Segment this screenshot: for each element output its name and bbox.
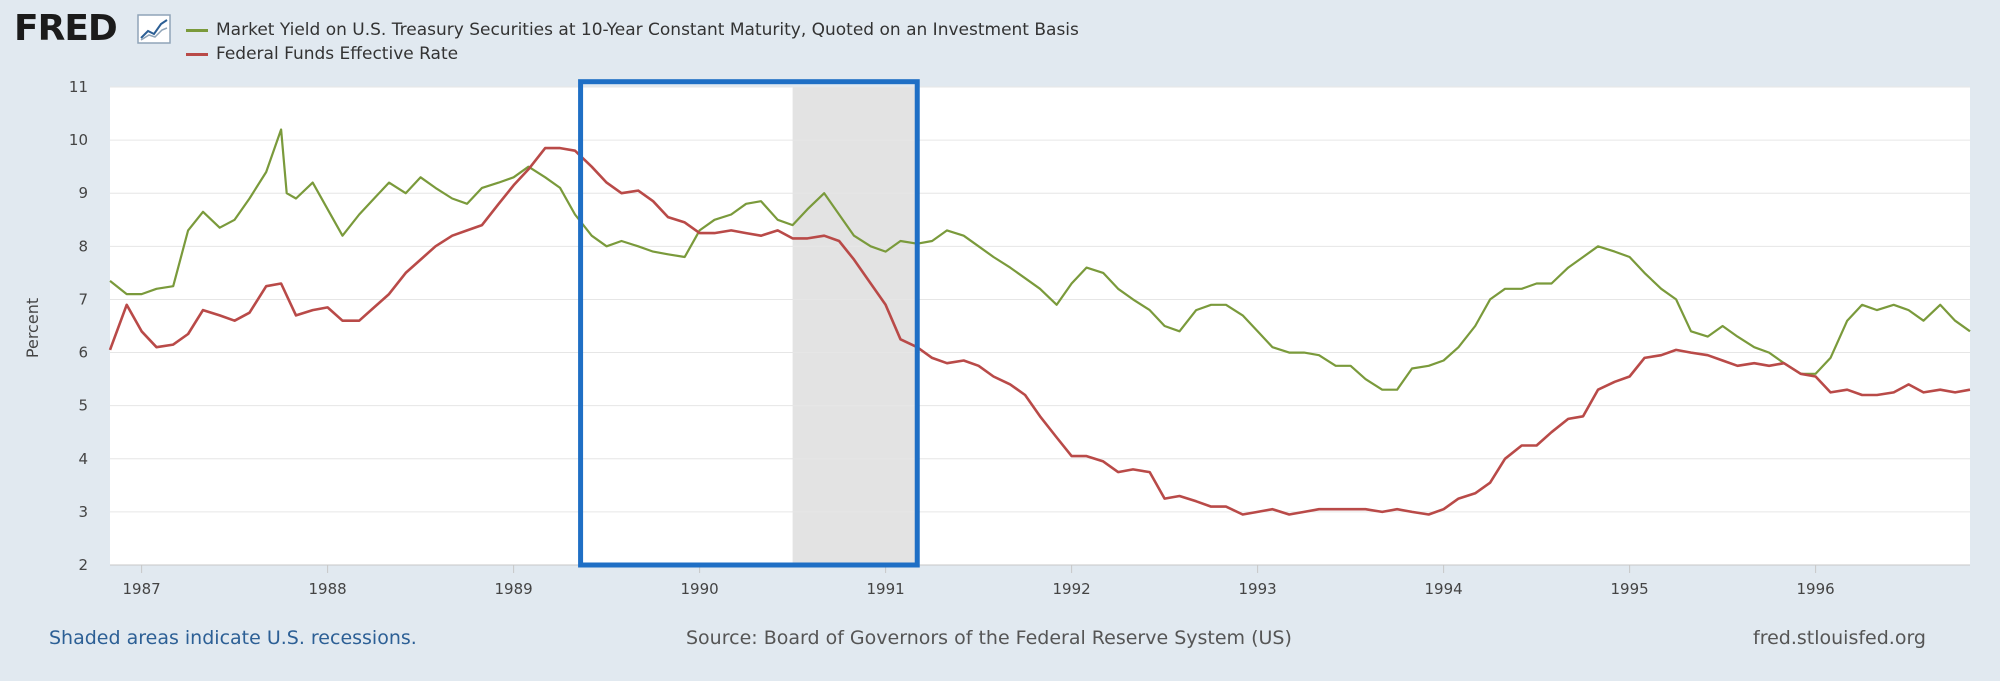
legend-item-fedfunds[interactable]: Federal Funds Effective Rate — [186, 42, 1079, 66]
fred-logo[interactable]: FRED — [14, 8, 118, 49]
x-tick-label: 1990 — [681, 580, 719, 598]
y-tick-label: 4 — [78, 450, 88, 468]
x-tick-label: 1987 — [123, 580, 161, 598]
y-axis-label: Percent — [23, 298, 42, 358]
legend-swatch-fedfunds — [186, 52, 208, 56]
y-tick-label: 11 — [69, 78, 88, 96]
y-tick-label: 6 — [78, 344, 88, 362]
y-tick-label: 10 — [69, 131, 88, 149]
legend-swatch-treasury — [186, 28, 208, 32]
line-chart-icon — [137, 14, 171, 44]
highlight-box — [578, 79, 920, 568]
y-tick-label: 9 — [78, 184, 88, 202]
series-line-fed-funds — [108, 146, 1971, 516]
source-text: Source: Board of Governors of the Federa… — [686, 627, 1292, 649]
x-tick-label: 1991 — [867, 580, 905, 598]
legend-item-treasury[interactable]: Market Yield on U.S. Treasury Securities… — [186, 18, 1079, 42]
legend-label-fedfunds: Federal Funds Effective Rate — [216, 44, 459, 64]
site-link[interactable]: fred.stlouisfed.org — [1753, 627, 1926, 649]
y-tick-label: 7 — [78, 290, 88, 308]
chart-legend: Market Yield on U.S. Treasury Securities… — [186, 18, 1079, 66]
recessions-note-link[interactable]: Shaded areas indicate U.S. recessions. — [49, 627, 417, 649]
y-tick-label: 5 — [78, 397, 88, 415]
y-tick-label: 3 — [78, 503, 88, 521]
legend-label-treasury: Market Yield on U.S. Treasury Securities… — [216, 20, 1079, 40]
y-tick-label: 2 — [78, 556, 88, 574]
recession-shade — [792, 87, 918, 565]
series-line-treasury-10y — [109, 128, 1971, 391]
plot-area — [110, 87, 1970, 565]
x-tick-label: 1992 — [1053, 580, 1091, 598]
x-tick-label: 1988 — [309, 580, 347, 598]
x-tick-label: 1995 — [1611, 580, 1649, 598]
x-tick-label: 1994 — [1425, 580, 1463, 598]
x-tick-label: 1993 — [1239, 580, 1277, 598]
y-tick-label: 8 — [78, 237, 88, 255]
x-tick-label: 1996 — [1797, 580, 1835, 598]
x-tick-label: 1989 — [495, 580, 533, 598]
